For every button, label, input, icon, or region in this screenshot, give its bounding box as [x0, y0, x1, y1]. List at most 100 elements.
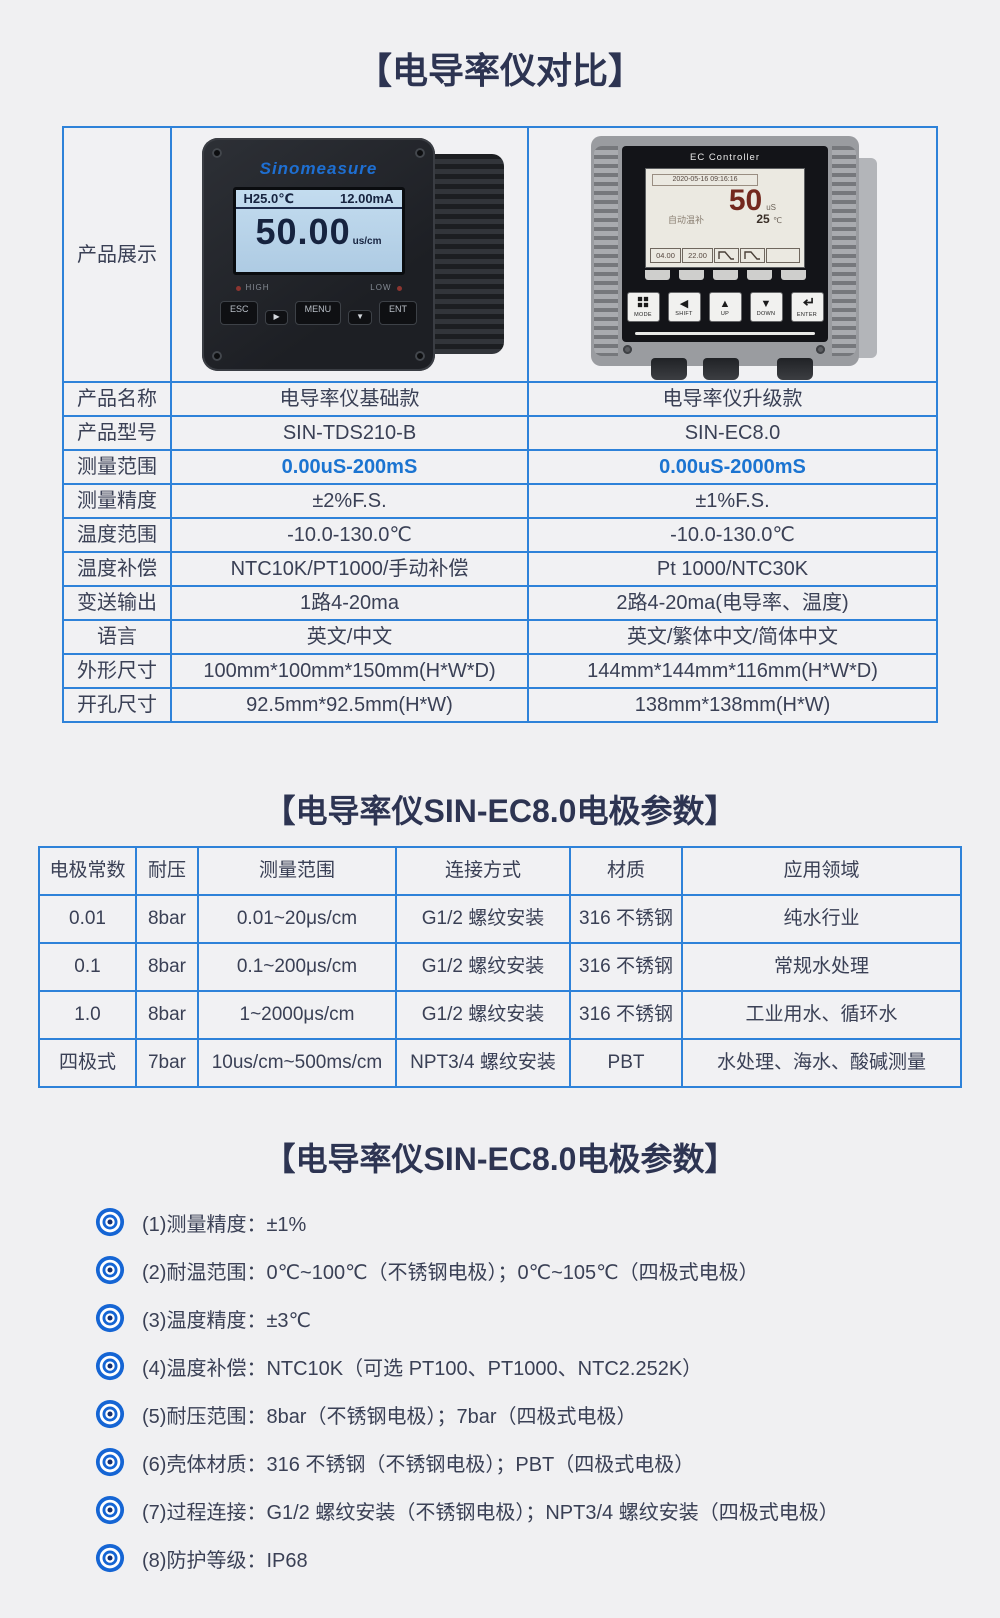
list-item-text: (3)温度精度：±3℃ — [142, 1309, 312, 1332]
spec-value-highlight: 0.00uS-2000mS — [529, 451, 936, 483]
side-ribs — [832, 146, 856, 356]
side-ribs — [594, 146, 618, 356]
column-header: 电极常数 — [40, 848, 135, 894]
comparison-table: 产品展示 Sinomeasure H25.0℃ 12.00mA 50.00 us… — [62, 126, 938, 723]
list-item-text: (6)壳体材质：316 不锈钢（不锈钢电极）；PBT（四极式电极） — [142, 1453, 695, 1476]
list-item-text: (5)耐压范围：8bar（不锈钢电极）；7bar（四极式电极） — [142, 1405, 637, 1428]
low-label: LOW — [370, 282, 392, 292]
target-bullet-icon — [95, 1447, 125, 1477]
cable-glands — [651, 358, 813, 380]
list-item: (4)温度补偿：NTC10K（可选 PT100、PT1000、NTC2.252K… — [95, 1342, 839, 1390]
target-bullet-icon — [95, 1351, 125, 1381]
table-cell: 水处理、海水、酸碱测量 — [683, 1040, 960, 1086]
lcd-setpoint-high: 22.00 — [682, 248, 713, 264]
column-header: 连接方式 — [397, 848, 569, 894]
product-photo-basic: Sinomeasure H25.0℃ 12.00mA 50.00 us/cm H… — [172, 128, 527, 381]
list-item-text: (8)防护等级：IP68 — [142, 1549, 308, 1572]
spec-value: 2路4-20ma(电导率、温度) — [529, 587, 936, 619]
lcd-current: 12.00mA — [340, 190, 394, 206]
list-item: (8)防护等级：IP68 — [95, 1534, 839, 1582]
list-item: (5)耐压范围：8bar（不锈钢电极）；7bar（四极式电极） — [95, 1390, 839, 1438]
row-label: 外形尺寸 — [64, 655, 170, 687]
cable-gland — [777, 358, 813, 380]
low-led-icon — [396, 285, 402, 291]
menu-button: MENU — [294, 301, 342, 326]
high-led-icon — [235, 285, 241, 291]
screw-icon — [816, 345, 825, 354]
list-item: (6)壳体材质：316 不锈钢（不锈钢电极）；PBT（四极式电极） — [95, 1438, 839, 1486]
spec-value: 电导率仪基础款 — [172, 383, 527, 415]
row-label: 温度范围 — [64, 519, 170, 551]
table-cell: 1~2000μs/cm — [199, 992, 395, 1038]
spec-value: -10.0-130.0℃ — [529, 519, 936, 551]
right-arrow-button: ▶ — [265, 310, 288, 326]
product-photo-upgrade: EC Controller 2020-05-16 09:16:16 50 uS … — [529, 128, 936, 381]
mode-button: MODE — [626, 292, 660, 323]
table-cell: 8bar — [137, 944, 197, 990]
waveform-icon — [740, 248, 765, 264]
table-cell: G1/2 螺纹安装 — [397, 992, 569, 1038]
target-bullet-icon — [95, 1399, 125, 1429]
table-cell: 8bar — [137, 896, 197, 942]
lcd-unit: uS — [766, 203, 776, 213]
list-item-text: (4)温度补偿：NTC10K（可选 PT100、PT1000、NTC2.252K… — [142, 1357, 703, 1380]
spec-value: 100mm*100mm*150mm(H*W*D) — [172, 655, 527, 687]
row-label: 产品名称 — [64, 383, 170, 415]
lcd-value: 50 — [728, 184, 763, 218]
up-arrow-icon: ▲ — [719, 297, 731, 310]
target-bullet-icon — [95, 1495, 125, 1525]
lcd-display: H25.0℃ 12.00mA 50.00 us/cm — [232, 186, 405, 275]
device-tds210-image: Sinomeasure H25.0℃ 12.00mA 50.00 us/cm H… — [202, 138, 504, 371]
table-cell: 10us/cm~500ms/cm — [199, 1040, 395, 1086]
target-bullet-icon — [95, 1543, 125, 1573]
table-cell: 工业用水、循环水 — [683, 992, 960, 1038]
electrode-spec-list: (1)测量精度：±1% (2)耐温范围：0℃~100℃（不锈钢电极）；0℃~10… — [95, 1198, 839, 1582]
row-label: 测量范围 — [64, 451, 170, 483]
spec-value: Pt 1000/NTC30K — [529, 553, 936, 585]
table-cell: 316 不锈钢 — [571, 896, 681, 942]
column-header: 材质 — [571, 848, 681, 894]
electrode-table: 电极常数 耐压 测量范围 连接方式 材质 应用领域 0.01 8bar 0.01… — [38, 846, 962, 1088]
electrode-table-title: 【电导率仪SIN-EC8.0电极参数】 — [263, 793, 737, 829]
row-label: 温度补偿 — [64, 553, 170, 585]
lcd-unit: us/cm — [352, 235, 382, 247]
lcd-display: 2020-05-16 09:16:16 50 uS 自动温补 25 ℃ 04.0… — [645, 168, 805, 269]
table-cell: 0.1 — [40, 944, 135, 990]
table-cell: G1/2 螺纹安装 — [397, 896, 569, 942]
table-cell: 0.01 — [40, 896, 135, 942]
waveform-icon — [714, 248, 739, 264]
table-cell: 316 不锈钢 — [571, 992, 681, 1038]
target-bullet-icon — [95, 1207, 125, 1237]
table-cell: 常规水处理 — [683, 944, 960, 990]
spec-value: SIN-EC8.0 — [529, 417, 936, 449]
heatsink-fins — [430, 154, 504, 354]
row-label: 产品型号 — [64, 417, 170, 449]
lcd-mode: 自动温补 — [668, 215, 705, 226]
screw-icon — [415, 148, 425, 158]
row-label: 变送输出 — [64, 587, 170, 619]
spec-value: NTC10K/PT1000/手动补偿 — [172, 553, 527, 585]
column-header: 测量范围 — [199, 848, 395, 894]
down-arrow-icon: ▼ — [760, 297, 772, 310]
table-cell: 四极式 — [40, 1040, 135, 1086]
lcd-temperature: H25.0℃ — [243, 190, 294, 206]
spec-value: ±2%F.S. — [172, 485, 527, 517]
shift-button: ◀ SHIFT — [667, 292, 701, 323]
table-cell: 8bar — [137, 992, 197, 1038]
target-bullet-icon — [95, 1303, 125, 1333]
spec-value: ±1%F.S. — [529, 485, 936, 517]
device-ec8-image: EC Controller 2020-05-16 09:16:16 50 uS … — [591, 136, 877, 380]
lcd-setpoint-low: 04.00 — [650, 248, 681, 264]
list-item: (1)测量精度：±1% — [95, 1198, 839, 1246]
device-model-label: EC Controller — [689, 152, 761, 163]
spec-value: 144mm*144mm*116mm(H*W*D) — [529, 655, 936, 687]
esc-button: ESC — [219, 301, 259, 326]
photo-row-label: 产品展示 — [64, 128, 170, 381]
left-arrow-icon: ◀ — [679, 297, 689, 310]
electrode-list-title: 【电导率仪SIN-EC8.0电极参数】 — [263, 1141, 737, 1177]
panel-stripe — [635, 332, 815, 335]
device-front-panel: EC Controller 2020-05-16 09:16:16 50 uS … — [622, 146, 828, 342]
table-cell: NPT3/4 螺纹安装 — [397, 1040, 569, 1086]
down-button: ▼ DOWN — [749, 292, 783, 323]
down-arrow-button: ▼ — [348, 310, 373, 326]
